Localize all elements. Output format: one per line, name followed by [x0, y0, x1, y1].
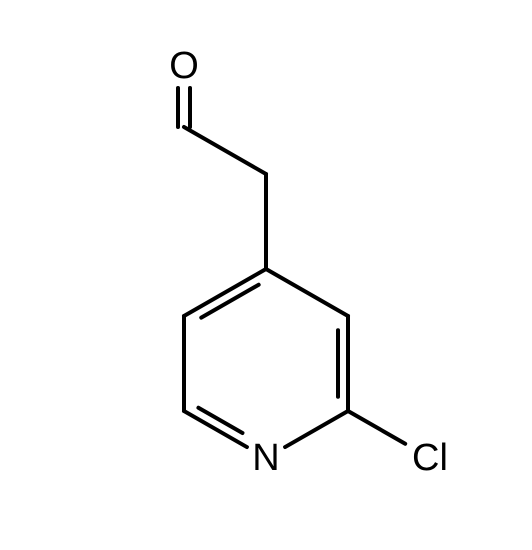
bond	[184, 269, 266, 316]
atom-label-o: O	[169, 45, 199, 87]
bond	[198, 408, 242, 433]
bond	[348, 411, 405, 444]
bond	[184, 127, 266, 174]
bond	[266, 269, 348, 316]
atom-label-n: N	[252, 437, 279, 479]
molecule-diagram: N Cl O	[0, 0, 532, 550]
atom-label-cl: Cl	[412, 437, 448, 479]
bond	[285, 411, 348, 447]
